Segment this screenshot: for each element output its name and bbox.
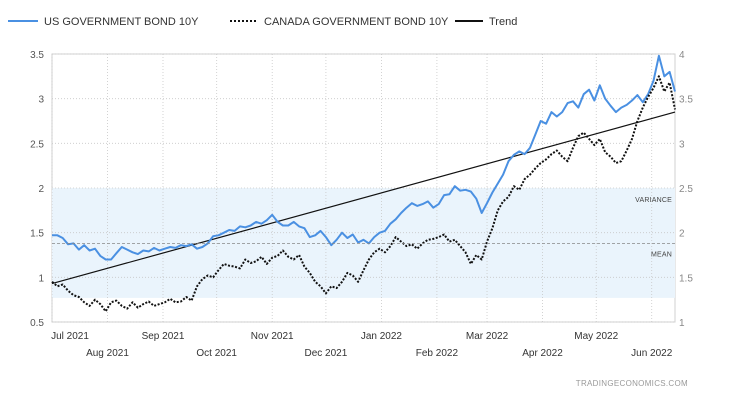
y-right-tick-label: 2.5 xyxy=(679,184,693,195)
variance-band xyxy=(52,188,675,298)
legend-label-1: CANADA GOVERNMENT BOND 10Y xyxy=(264,16,449,28)
legend: US GOVERNMENT BOND 10Y CANADA GOVERNMENT … xyxy=(8,16,517,28)
y-right-tick-label: 2 xyxy=(679,229,685,240)
trend-line xyxy=(51,111,676,285)
y-left-tick-label: 3.5 xyxy=(30,50,44,61)
y-right-tick-label: 1 xyxy=(679,318,685,329)
x-tick-label: Mar 2022 xyxy=(466,331,509,342)
x-tick-label: Oct 2021 xyxy=(196,348,237,359)
y-right-tick-label: 3.5 xyxy=(679,95,693,106)
y-left-tick-label: 2.5 xyxy=(30,139,44,150)
mean-label: MEAN xyxy=(651,251,672,258)
axes: 0.5 1 1.5 2 2.5 3 3.5 1 1.5 2 2.5 3 3.5 4 Jul 2021 Sep … xyxy=(30,50,693,359)
x-tick-label: Aug 2021 xyxy=(86,348,129,359)
watermark: TRADINGECONOMICS.COM xyxy=(576,379,688,388)
x-tick-label: Jun 2022 xyxy=(631,348,673,359)
y-left-tick-label: 1.5 xyxy=(30,229,44,240)
variance-label: VARIANCE xyxy=(635,197,672,204)
legend-label-0: US GOVERNMENT BOND 10Y xyxy=(44,16,199,28)
y-left-tick-label: 0.5 xyxy=(30,318,44,329)
x-tick-label: Apr 2022 xyxy=(522,348,563,359)
y-left-tick-label: 1 xyxy=(38,273,44,284)
us-bond-series-line xyxy=(52,54,676,261)
canada-bond-series-line xyxy=(51,75,676,313)
y-right-tick-label: 4 xyxy=(679,50,685,61)
x-tick-label: Feb 2022 xyxy=(416,348,459,359)
x-tick-label: Dec 2021 xyxy=(304,348,347,359)
y-right-tick-label: 3 xyxy=(679,139,685,150)
y-right-tick-label: 1.5 xyxy=(679,273,693,284)
grid xyxy=(51,53,675,323)
x-tick-label: Jan 2022 xyxy=(361,331,403,342)
x-tick-label: May 2022 xyxy=(574,331,618,342)
y-left-tick-label: 2 xyxy=(38,184,44,195)
x-tick-label: Jul 2021 xyxy=(51,331,89,342)
series-layer xyxy=(51,54,676,313)
x-tick-label: Sep 2021 xyxy=(142,331,185,342)
variance-band-rect xyxy=(52,188,675,298)
annotations: VARIANCE MEAN xyxy=(52,197,675,258)
y-left-tick-label: 3 xyxy=(38,95,44,106)
legend-label-2: Trend xyxy=(489,16,517,28)
x-tick-label: Nov 2021 xyxy=(251,331,294,342)
